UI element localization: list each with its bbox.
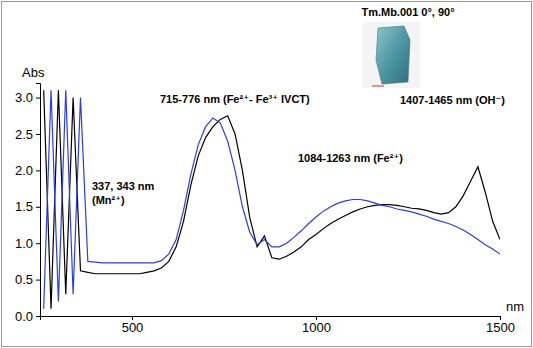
- spectrum-line: [44, 90, 500, 308]
- y-axis: 0.0 0.5 1.0 1.5 2.0 2.5 3.0: [15, 84, 41, 324]
- x-tick-label: 500: [122, 320, 144, 335]
- x-axis-line: [41, 317, 501, 321]
- y-axis-line: [36, 84, 41, 317]
- annotation: 337, 343 nm (Mn²⁺): [92, 180, 155, 206]
- annotation-line: 1407-1465 nm (OH⁻): [400, 94, 505, 106]
- annotation-line: 715-776 nm (Fe²⁺- Fe³⁺ IVCT): [160, 93, 310, 105]
- y-tick: 2.5: [15, 127, 40, 142]
- plot-area: [44, 90, 500, 308]
- scale-bar: [372, 86, 384, 87]
- annotation-line: (Mn²⁺): [92, 194, 125, 206]
- x-tick: 1000: [302, 316, 331, 335]
- y-tick-label: 1.0: [15, 236, 33, 251]
- y-tick: 0.0: [15, 309, 40, 324]
- y-tick-label: 0.0: [15, 309, 33, 324]
- y-tick-mark: [36, 98, 40, 99]
- annotation-line: 337, 343 nm: [92, 180, 155, 192]
- y-tick-label: 0.5: [15, 272, 33, 287]
- x-tick-label: 1500: [486, 320, 515, 335]
- y-tick-label: 2.5: [15, 127, 33, 142]
- x-tick: 500: [122, 316, 144, 335]
- y-tick: 0.5: [15, 272, 40, 287]
- y-tick: 2.0: [15, 163, 40, 178]
- y-tick-mark: [36, 170, 40, 171]
- x-tick: 1500: [486, 316, 515, 335]
- y-tick: 1.0: [15, 236, 40, 251]
- y-tick-label: 2.0: [15, 163, 33, 178]
- x-axis-title: nm: [506, 299, 524, 314]
- y-tick: 3.0: [15, 90, 40, 105]
- frame: [2, 2, 532, 347]
- y-tick: 1.5: [15, 199, 40, 214]
- x-tick-label: 1000: [302, 320, 331, 335]
- chart: 0.0 0.5 1.0 1.5 2.0 2.5 3.0 500 1000 1500 Abs nm Tm.…: [0, 0, 533, 348]
- y-tick-label: 1.5: [15, 199, 33, 214]
- y-tick-label: 3.0: [15, 90, 33, 105]
- x-axis: 500 1000 1500: [41, 316, 515, 335]
- inset: Tm.Mb.001 0°, 90°: [361, 6, 454, 88]
- annotation: 1407-1465 nm (OH⁻): [400, 94, 505, 106]
- y-tick-mark: [36, 316, 40, 317]
- inset-label: Tm.Mb.001 0°, 90°: [361, 6, 454, 18]
- annotation: 715-776 nm (Fe²⁺- Fe³⁺ IVCT): [160, 93, 310, 105]
- crystal: [376, 26, 410, 84]
- inset-photo: [362, 22, 420, 88]
- annotation-line: 1084-1263 nm (Fe²⁺): [298, 152, 403, 164]
- y-axis-title: Abs: [22, 65, 45, 80]
- y-tick-mark: [36, 280, 40, 281]
- y-tick-mark: [36, 134, 40, 135]
- y-tick-mark: [36, 207, 40, 208]
- spectrum-line: [44, 90, 500, 308]
- y-tick-mark: [36, 243, 40, 244]
- annotation: 1084-1263 nm (Fe²⁺): [298, 152, 403, 164]
